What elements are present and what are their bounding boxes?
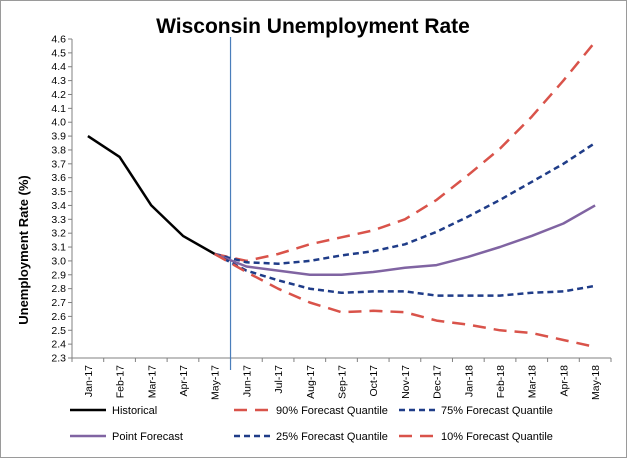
y-tick-label: 3.2 (51, 228, 66, 240)
legend-label-1: 90% Forecast Quantile (276, 405, 388, 417)
x-ticks: Jan-17 Feb-17 Mar-17 Apr-17 May-17 Jun-17 Jul-… (71, 358, 612, 400)
legend: Historical 90% Forecast Quantile 75% Forec… (70, 405, 553, 443)
x-tick-label: Jun-17 (241, 365, 253, 397)
series-line-2 (214, 141, 596, 265)
y-tick-label: 2.5 (51, 325, 66, 337)
y-tick-label: 3.8 (51, 144, 66, 156)
y-tick-label: 4.2 (51, 89, 66, 101)
y-ticks: 2.3 2.4 2.5 2.6 2.7 2.8 2.9 3.03.1 3.2 3.3 3.4 3.5 3… (51, 34, 72, 365)
y-tick-label: 2.7 (51, 297, 66, 309)
x-tick-label: Apr-17 (178, 365, 190, 397)
x-tick-label: May-17 (210, 365, 222, 400)
x-tick-label: Jan-18 (463, 365, 475, 397)
x-tick-label: May-18 (590, 365, 602, 400)
y-tick-label: 4.4 (51, 61, 66, 73)
series-line-3 (214, 204, 596, 277)
x-tick-label: Mar-17 (146, 365, 158, 398)
x-tick-label: Mar-18 (527, 365, 539, 398)
y-tick-label: 3.1 (51, 242, 66, 254)
x-tick-label: Jul-17 (273, 365, 285, 394)
y-tick-label: 4.3 (51, 75, 66, 87)
y-tick-label: 2.8 (51, 283, 66, 295)
y-tick-label: 3.7 (51, 158, 66, 170)
legend-label-3: Point Forecast (112, 431, 183, 443)
x-tick-label: Aug-17 (305, 365, 317, 399)
legend-label-0: Historical (112, 405, 157, 417)
x-tick-label: Oct-17 (368, 365, 380, 397)
y-tick-label: 2.9 (51, 269, 66, 281)
x-tick-label: Sep-17 (337, 365, 349, 399)
y-tick-label: 2.4 (51, 339, 66, 351)
axes (71, 39, 611, 359)
series-line-0 (87, 135, 216, 256)
chart-title: Wisconsin Unemployment Rate (156, 15, 470, 38)
legend-label-2: 75% Forecast Quantile (441, 405, 553, 417)
x-tick-label: Feb-18 (495, 365, 507, 398)
y-tick-label: 4.6 (51, 34, 66, 46)
y-tick-label: 3.0 (51, 255, 66, 267)
x-tick-label: Jan-17 (83, 365, 95, 397)
series-line-4 (214, 252, 596, 297)
y-tick-label: 4.1 (51, 103, 66, 115)
x-tick-label: Feb-17 (115, 365, 127, 398)
series-group (87, 41, 597, 349)
y-tick-label: 3.9 (51, 131, 66, 143)
legend-label-4: 25% Forecast Quantile (276, 431, 388, 443)
x-tick-label: Apr-18 (558, 365, 570, 397)
y-tick-label: 3.4 (51, 200, 66, 212)
y-tick-label: 4.0 (51, 117, 66, 129)
y-tick-label: 3.5 (51, 186, 66, 198)
y-tick-label: 4.5 (51, 47, 66, 59)
x-tick-label: Dec-17 (432, 365, 444, 399)
y-tick-label: 3.3 (51, 214, 66, 226)
y-tick-label: 2.6 (51, 311, 66, 323)
y-axis-title: Unemployment Rate (%) (16, 175, 31, 325)
series-line-1 (214, 41, 597, 263)
y-tick-label: 2.3 (51, 353, 66, 365)
y-tick-label: 3.6 (51, 172, 66, 184)
series-line-5 (214, 252, 596, 349)
legend-label-5: 10% Forecast Quantile (441, 431, 553, 443)
x-tick-label: Nov-17 (400, 365, 412, 399)
